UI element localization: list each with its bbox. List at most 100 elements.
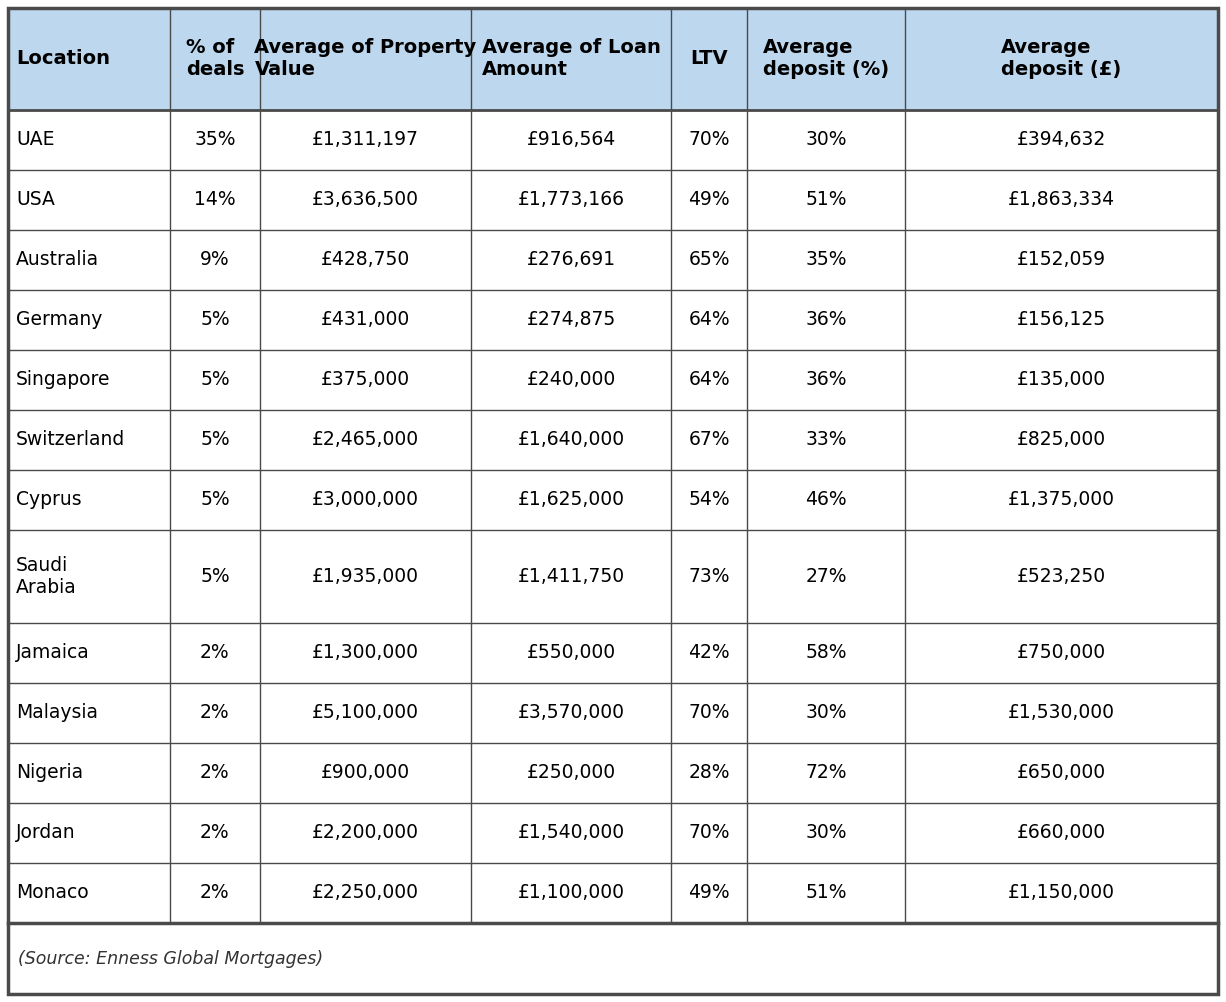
Bar (9, 229, 1217, 290)
Text: 49%: 49% (688, 190, 729, 209)
Text: £1,311,197: £1,311,197 (313, 130, 419, 149)
Text: £431,000: £431,000 (321, 311, 411, 330)
Text: 9%: 9% (200, 250, 229, 270)
Text: £240,000: £240,000 (527, 370, 615, 389)
Text: £3,636,500: £3,636,500 (313, 190, 419, 209)
Text: £375,000: £375,000 (321, 370, 411, 389)
Bar (9, 470, 1217, 530)
Text: £152,059: £152,059 (1016, 250, 1106, 270)
Text: 30%: 30% (805, 703, 847, 722)
Text: £274,875: £274,875 (527, 311, 615, 330)
Text: UAE: UAE (16, 130, 54, 149)
Text: 2%: 2% (200, 703, 229, 722)
Text: £5,100,000: £5,100,000 (313, 703, 419, 722)
Text: 54%: 54% (688, 490, 729, 509)
Text: £1,540,000: £1,540,000 (517, 824, 625, 843)
Text: £156,125: £156,125 (1016, 311, 1106, 330)
Text: £1,530,000: £1,530,000 (1008, 703, 1114, 722)
Text: £250,000: £250,000 (527, 764, 615, 783)
Text: £3,000,000: £3,000,000 (313, 490, 419, 509)
Text: 49%: 49% (688, 884, 729, 903)
Text: £1,150,000: £1,150,000 (1008, 884, 1114, 903)
Text: Singapore: Singapore (16, 370, 110, 389)
Text: 5%: 5% (200, 370, 229, 389)
Text: £825,000: £825,000 (1016, 430, 1106, 449)
Text: 46%: 46% (805, 490, 847, 509)
Text: Germany: Germany (16, 311, 103, 330)
Text: £650,000: £650,000 (1016, 764, 1106, 783)
Text: 51%: 51% (805, 190, 847, 209)
Text: £276,691: £276,691 (527, 250, 615, 270)
Text: 65%: 65% (689, 250, 729, 270)
Text: 2%: 2% (200, 764, 229, 783)
Text: £916,564: £916,564 (527, 130, 615, 149)
Bar (9, 109, 1217, 169)
Text: £1,935,000: £1,935,000 (313, 567, 419, 586)
Text: Jamaica: Jamaica (16, 643, 89, 662)
Text: 30%: 30% (805, 130, 847, 149)
Text: £550,000: £550,000 (527, 643, 615, 662)
Bar (9, 290, 1217, 350)
Text: £1,625,000: £1,625,000 (517, 490, 625, 509)
Text: 35%: 35% (805, 250, 847, 270)
Text: 67%: 67% (689, 430, 729, 449)
Text: Average
deposit (%): Average deposit (%) (763, 38, 889, 79)
Text: 64%: 64% (688, 311, 729, 330)
Text: USA: USA (16, 190, 55, 209)
Bar (9, 742, 1217, 803)
Text: 42%: 42% (688, 643, 729, 662)
Text: Monaco: Monaco (16, 884, 88, 903)
Text: 73%: 73% (689, 567, 729, 586)
Text: £1,300,000: £1,300,000 (313, 643, 419, 662)
Text: £2,465,000: £2,465,000 (311, 430, 419, 449)
Text: Nigeria: Nigeria (16, 764, 83, 783)
Text: 64%: 64% (688, 370, 729, 389)
Bar (9, 530, 1217, 623)
Text: 35%: 35% (194, 130, 235, 149)
Bar (9, 803, 1217, 863)
Bar (9, 350, 1217, 410)
Text: £660,000: £660,000 (1016, 824, 1106, 843)
Text: £1,773,166: £1,773,166 (517, 190, 625, 209)
Text: 70%: 70% (689, 824, 729, 843)
Text: 51%: 51% (805, 884, 847, 903)
Text: Switzerland: Switzerland (16, 430, 125, 449)
Text: 2%: 2% (200, 824, 229, 843)
Text: 2%: 2% (200, 643, 229, 662)
Text: Malaysia: Malaysia (16, 703, 98, 722)
Text: LTV: LTV (690, 49, 728, 68)
Text: 36%: 36% (805, 311, 847, 330)
Text: 27%: 27% (805, 567, 847, 586)
Text: 14%: 14% (194, 190, 235, 209)
Bar (9, 863, 1217, 923)
Text: Saudi
Arabia: Saudi Arabia (16, 556, 77, 597)
Text: £523,250: £523,250 (1016, 567, 1106, 586)
Text: £394,632: £394,632 (1016, 130, 1106, 149)
Text: 58%: 58% (805, 643, 847, 662)
Text: Australia: Australia (16, 250, 99, 270)
Text: 70%: 70% (689, 703, 729, 722)
Text: £428,750: £428,750 (321, 250, 411, 270)
Bar (9, 683, 1217, 742)
Text: 5%: 5% (200, 567, 229, 586)
Text: £900,000: £900,000 (321, 764, 411, 783)
Text: Cyprus: Cyprus (16, 490, 82, 509)
Text: 5%: 5% (200, 430, 229, 449)
Text: £1,640,000: £1,640,000 (517, 430, 625, 449)
Text: £750,000: £750,000 (1016, 643, 1106, 662)
Text: % of
deals: % of deals (185, 38, 244, 79)
Text: 28%: 28% (689, 764, 729, 783)
Bar (9, 8, 1217, 109)
Bar (9, 169, 1217, 229)
Text: Jordan: Jordan (16, 824, 76, 843)
Text: 5%: 5% (200, 490, 229, 509)
Text: £2,200,000: £2,200,000 (313, 824, 419, 843)
Text: 30%: 30% (805, 824, 847, 843)
Bar (9, 410, 1217, 470)
Text: 72%: 72% (805, 764, 847, 783)
Text: £1,411,750: £1,411,750 (517, 567, 625, 586)
Text: 70%: 70% (689, 130, 729, 149)
Bar (9, 923, 1217, 994)
Text: 36%: 36% (805, 370, 847, 389)
Text: £1,100,000: £1,100,000 (517, 884, 625, 903)
